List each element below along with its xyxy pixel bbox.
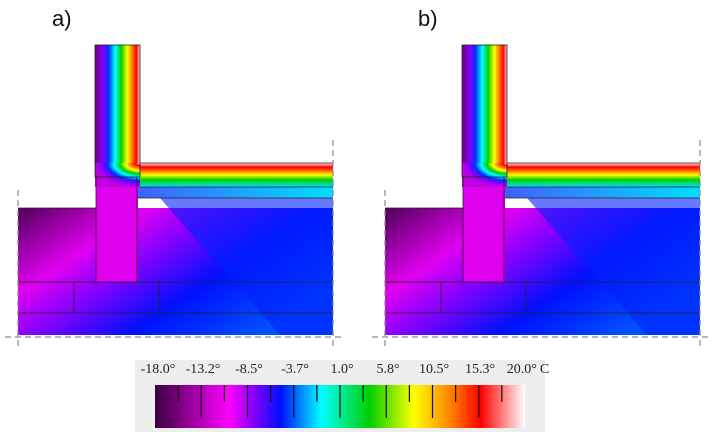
- panel-label-a: a): [52, 6, 72, 31]
- legend-tick-label: 20.0° C: [507, 362, 549, 378]
- legend-max-label: 20.0°: [506, 362, 537, 377]
- legend-tick-label: 15.3°: [464, 362, 496, 377]
- legend-unit: C: [539, 362, 550, 377]
- panel-a-section: [5, 44, 345, 350]
- panel-label-b: b): [418, 6, 438, 31]
- color-legend: [135, 360, 545, 432]
- legend-tick-label: -8.5°: [235, 362, 263, 377]
- legend-tick-label: -3.7°: [281, 362, 309, 377]
- legend-tick-label: 1.0°: [330, 362, 354, 377]
- legend-tick-label: 5.8°: [376, 362, 400, 377]
- panel-b-section: [371, 44, 713, 351]
- legend-tick-label: 10.5°: [418, 362, 450, 377]
- legend-tick-label: -18.0°: [140, 362, 176, 377]
- legend-tick-label: -13.2°: [185, 362, 221, 377]
